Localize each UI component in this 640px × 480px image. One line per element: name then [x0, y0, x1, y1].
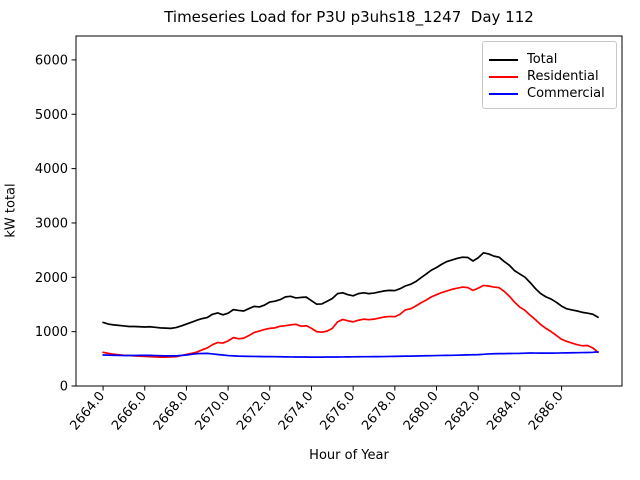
x-tick-label: 2666.0 — [109, 389, 150, 433]
x-tick-label: 2672.0 — [234, 389, 275, 433]
legend-entry-commercial: Commercial — [489, 85, 608, 102]
x-tick-label: 2664.0 — [67, 389, 108, 433]
y-tick-label: 0 — [60, 380, 68, 395]
legend-label-total: Total — [527, 52, 558, 67]
legend-line-residential-icon — [489, 75, 518, 78]
y-tick-label: 3000 — [35, 216, 68, 231]
x-tick-label: 2686.0 — [526, 389, 567, 433]
x-tick-label: 2676.0 — [317, 389, 358, 433]
x-tick-label: 2678.0 — [359, 389, 400, 433]
legend-line-commercial-icon — [489, 92, 518, 95]
legend-entry-residential: Residential — [489, 68, 608, 85]
series-line-total — [102, 252, 599, 330]
y-tick-label: 5000 — [35, 108, 68, 123]
y-tick-label: 6000 — [35, 53, 68, 68]
legend-entry-total: Total — [489, 51, 608, 68]
legend-label-residential: Residential — [527, 69, 599, 84]
series-line-residential — [102, 284, 599, 359]
y-tick-label: 2000 — [35, 271, 68, 286]
legend: Total Residential Commercial — [482, 41, 617, 109]
x-tick-label: 2670.0 — [192, 389, 233, 433]
x-tick-label: 2680.0 — [401, 389, 442, 433]
x-tick-label: 2684.0 — [484, 389, 525, 433]
chart-title: Timeseries Load for P3U p3uhs18_1247 Day… — [164, 8, 534, 26]
y-tick-label: 1000 — [35, 325, 68, 340]
series-line-commercial — [102, 351, 599, 358]
x-tick-label: 2668.0 — [151, 389, 192, 433]
legend-line-total-icon — [489, 58, 518, 61]
x-tick-label: 2674.0 — [276, 389, 317, 433]
x-axis-label: Hour of Year — [309, 448, 389, 463]
axes-frame — [75, 35, 623, 387]
y-tick-label: 4000 — [35, 162, 68, 177]
legend-label-commercial: Commercial — [527, 86, 605, 101]
x-tick-label: 2682.0 — [443, 389, 484, 433]
